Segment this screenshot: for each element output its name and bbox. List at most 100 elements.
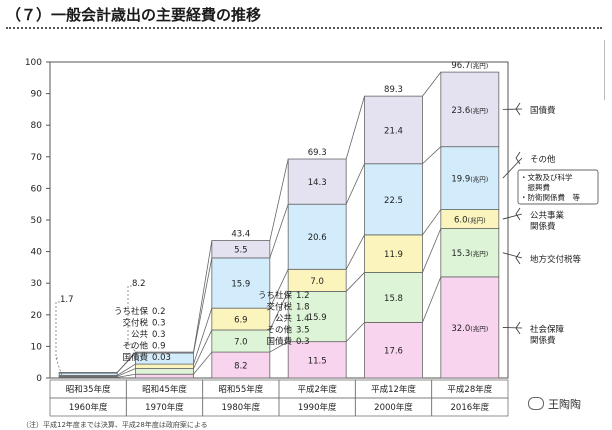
x-tick-label: 平成28年度 (447, 384, 492, 395)
annotation-item-name: 国債費 (266, 336, 292, 347)
y-tick-label: 60 (31, 184, 43, 194)
annotation-bracket (56, 302, 60, 358)
annotation-total: 8.2 (132, 279, 146, 289)
annotation-item-name: その他 (266, 325, 292, 336)
data-label: 21.4 (384, 126, 403, 136)
data-label: 32.0(兆円) (451, 324, 488, 334)
annotation-item-value: 0.9 (152, 342, 166, 352)
connector-line (423, 277, 441, 323)
bar-segment (136, 364, 194, 368)
title-divider (6, 27, 602, 29)
connector-line (423, 210, 441, 235)
connector-line (270, 159, 288, 241)
bar-segment (136, 369, 194, 375)
annotation-item-value: 1.8 (296, 303, 310, 313)
x-tick-label: 昭和35年度 (66, 384, 111, 395)
bar-total-label: 69.3 (308, 148, 327, 158)
data-label: 15.3(兆円) (451, 249, 488, 259)
legend-leader (503, 327, 522, 328)
data-label: 8.2 (234, 362, 248, 372)
legend-label: 公共事業 (530, 210, 565, 221)
y-tick-label: 20 (31, 311, 43, 321)
wechat-icon (528, 397, 544, 410)
footnote: （注）平成12年度までは決算、平成28年度は政府案による (22, 420, 208, 430)
annotation-item-value: 0.2 (152, 307, 166, 317)
data-label: 14.3 (308, 178, 327, 188)
x-year-label: 1970年度 (145, 402, 184, 413)
connector-line (117, 374, 135, 377)
data-label: 23.6(兆円) (451, 106, 488, 116)
x-year-label: 2000年度 (374, 402, 413, 413)
x-year-label: 1990年度 (298, 402, 337, 413)
bar-segment (59, 373, 117, 374)
connector-line (423, 72, 441, 96)
x-tick-label: 昭和45年度 (142, 384, 187, 395)
y-tick-label: 30 (31, 279, 43, 289)
connector-line (346, 235, 364, 269)
data-label: 15.9 (308, 313, 327, 323)
watermark: 王陶陶 (528, 396, 581, 412)
data-label: 15.9 (231, 280, 250, 290)
y-tick-label: 80 (31, 121, 43, 131)
legend-sub-label: ・防衛関係費 等 (520, 192, 580, 202)
connector-line (346, 164, 364, 204)
chart: 0102030405060708090100昭和35年度1960年度昭和45年度… (0, 40, 612, 418)
connector-line (346, 322, 364, 341)
x-year-label: 1980年度 (222, 402, 261, 413)
annotation-item-value: 0.03 (152, 353, 171, 363)
legend-label: 関係費 (530, 221, 556, 232)
x-tick-label: 平成2年度 (297, 384, 337, 395)
connector-line (270, 204, 288, 258)
annotation-item-name: 交付税 (122, 318, 148, 329)
data-label: 15.8 (384, 294, 403, 304)
annotation-item-value: 1.4 (296, 314, 310, 324)
annotation-total: 1.7 (60, 295, 74, 305)
legend-label: 社会保障 (530, 324, 565, 335)
connector-line (423, 147, 441, 164)
x-year-label: 1960年度 (69, 402, 108, 413)
data-label: 7.0 (234, 338, 248, 348)
connector-line (346, 272, 364, 291)
connector-line (194, 258, 212, 353)
x-tick-label: 昭和55年度 (218, 384, 263, 395)
data-label: 5.5 (234, 246, 248, 256)
data-label: 6.9 (234, 316, 248, 326)
data-label: 22.5 (384, 196, 403, 206)
data-label: 11.9 (384, 250, 403, 260)
annotation-item-value: 0.3 (152, 319, 166, 329)
annotation-item-name: うち社保 (114, 306, 149, 317)
page-title: （７）一般会計歳出の主要経費の推移 (6, 4, 261, 25)
y-tick-label: 100 (25, 58, 42, 68)
y-tick-label: 0 (36, 374, 42, 384)
legend-sub-label: ・文教及び科学 (520, 172, 573, 182)
bar-total-label: 43.4 (231, 230, 250, 240)
data-label: 19.9(兆円) (451, 175, 488, 185)
annotation-item-name: うち社保 (258, 290, 293, 301)
x-tick-label: 平成12年度 (371, 384, 416, 395)
legend-label: 国債費 (530, 105, 556, 116)
legend-label: その他 (530, 154, 556, 165)
y-tick-label: 50 (31, 216, 43, 226)
legend-bracket (516, 252, 520, 264)
y-tick-label: 40 (31, 248, 43, 258)
annotation-item-value: 3.5 (296, 326, 310, 336)
legend-label: 関係費 (530, 335, 556, 346)
annotation-item-name: 公共 (275, 314, 293, 324)
data-label: 7.0 (310, 277, 324, 287)
watermark-text: 王陶陶 (548, 398, 581, 411)
data-label: 11.5 (308, 356, 327, 366)
y-tick-label: 90 (31, 90, 43, 100)
data-label: 17.6 (384, 347, 403, 357)
connector-line (423, 229, 441, 273)
y-tick-label: 70 (31, 153, 43, 163)
x-year-label: 2016年度 (451, 402, 490, 413)
connector-line (346, 96, 364, 159)
annotation-item-value: 0.3 (152, 330, 166, 340)
annotation-item-name: 交付税 (266, 302, 292, 313)
annotation-item-value: 1.2 (296, 291, 310, 301)
annotation-item-name: 公共 (131, 330, 149, 340)
bar-total-label: 89.3 (384, 85, 403, 95)
bar-total-label: 96.7(兆円) (451, 61, 488, 71)
annotation-item-value: 0.3 (296, 337, 310, 347)
annotation-item-name: その他 (122, 341, 148, 352)
